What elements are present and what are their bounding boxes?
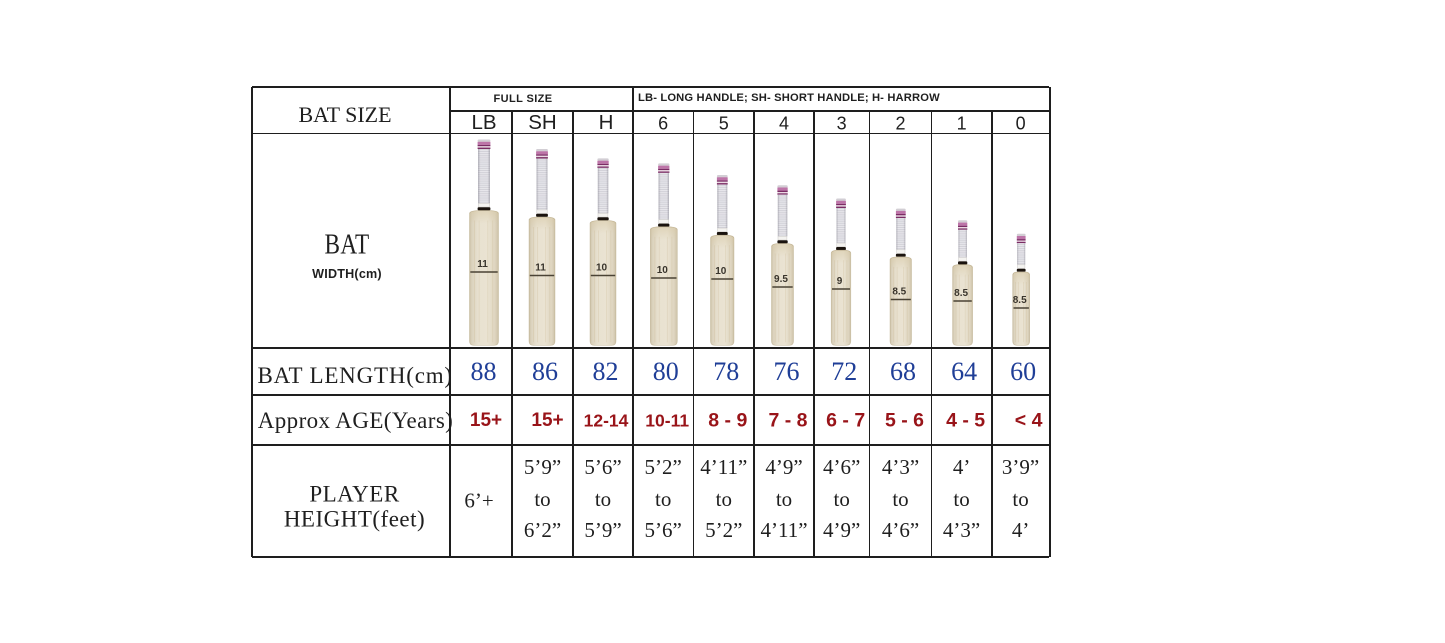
svg-text:10: 10 <box>715 266 727 277</box>
svg-text:8.5: 8.5 <box>892 287 906 298</box>
svg-text:11: 11 <box>477 259 488 270</box>
svg-text:8.5: 8.5 <box>954 288 968 299</box>
svg-text:9.5: 9.5 <box>774 274 788 285</box>
svg-text:10: 10 <box>657 265 669 276</box>
svg-text:11: 11 <box>535 263 546 274</box>
svg-text:8.5: 8.5 <box>1013 295 1027 306</box>
svg-text:9: 9 <box>837 276 843 287</box>
svg-text:10: 10 <box>596 263 608 274</box>
